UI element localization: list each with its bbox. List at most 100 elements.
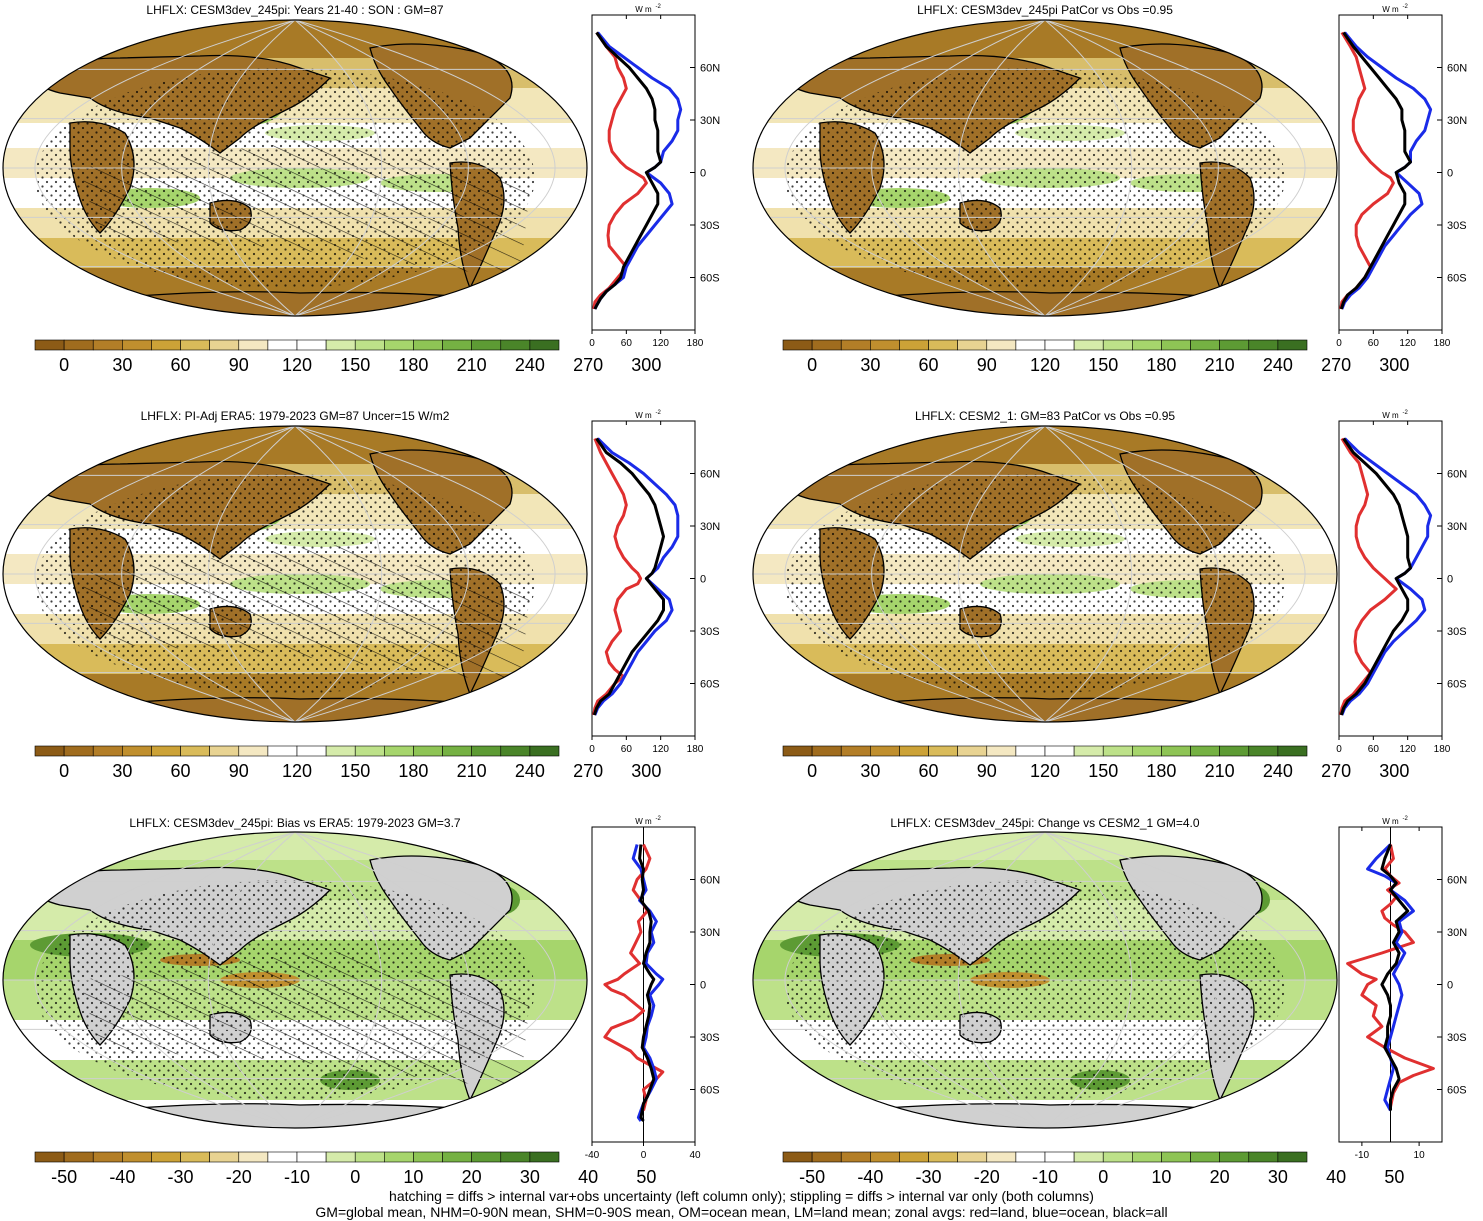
panel-title-4: LHFLX: CESM2_1: GM=83 PatCor vs Obs =0.9… xyxy=(914,409,1176,423)
graticule xyxy=(753,20,1337,316)
zonal-x-label: 0 xyxy=(589,744,595,755)
zonal-plot-4: W m -2 60N 30N 0 30S 60S 0 60 120 180 xyxy=(1336,410,1467,755)
colorbar-swatch xyxy=(34,339,65,351)
footer-note-legend: GM=global mean, NHM=0-90N mean, SHM=0-90… xyxy=(315,1204,1168,1220)
colorbar-swatch xyxy=(1277,1151,1308,1163)
map-border xyxy=(752,19,1338,317)
field-band xyxy=(3,426,587,464)
colorbar-tick-label: 0 xyxy=(59,355,69,375)
zonal-lat-label: 60N xyxy=(700,469,720,481)
colorbar-swatch xyxy=(986,1151,1017,1163)
zonal-unit-exponent: -2 xyxy=(1403,410,1409,416)
colorbar-swatch xyxy=(1219,745,1250,757)
graticule-meridian xyxy=(1044,832,1306,1128)
graticule-meridian xyxy=(1044,20,1132,316)
colorbar-swatch xyxy=(782,1151,813,1163)
zonal-series-ocean xyxy=(1340,437,1433,716)
zonal-x-label: 120 xyxy=(1399,744,1416,755)
colorbar-swatch xyxy=(296,1151,327,1163)
colorbar-swatch xyxy=(180,745,210,757)
colorbar-swatch xyxy=(1277,339,1308,351)
colorbar-tick-label: 120 xyxy=(1030,355,1060,375)
field-band xyxy=(753,426,1337,464)
colorbar-tick-label: 20 xyxy=(462,1167,482,1187)
map-panel-6 xyxy=(752,831,1338,1129)
zonal-series-all xyxy=(593,31,663,310)
continent-outline xyxy=(29,697,561,722)
colorbar-tick-label: 60 xyxy=(919,355,939,375)
map-panel-5 xyxy=(2,831,588,1129)
colorbar-swatch xyxy=(1277,745,1308,757)
colorbar-swatch xyxy=(63,1151,94,1163)
zonal-lat-label: 60N xyxy=(700,875,720,887)
stipple-overlay xyxy=(785,880,1285,1100)
colorbar-swatch xyxy=(782,745,813,757)
zonal-x-label: 180 xyxy=(1434,338,1451,349)
graticule-meridian xyxy=(784,832,1046,1128)
colorbar-tick-label: 40 xyxy=(578,1167,598,1187)
colorbar-swatch xyxy=(34,745,65,757)
colorbar-tick-label: -30 xyxy=(168,1167,194,1187)
colorbar-swatch xyxy=(1248,1151,1279,1163)
colorbar-swatch xyxy=(811,745,842,757)
zonal-plot-3: W m -2 60N 30N 0 30S 60S 0 60 120 180 xyxy=(589,410,720,755)
colorbar-swatch xyxy=(1190,745,1220,757)
colorbar-tick-label: 270 xyxy=(1321,761,1351,781)
zonal-lat-label: 30N xyxy=(700,115,720,127)
zonal-lat-label: 30S xyxy=(700,626,720,638)
field-band xyxy=(753,20,1337,58)
colorbar-swatch xyxy=(840,1151,871,1163)
colorbar-tick-label: 30 xyxy=(112,355,132,375)
colorbar-tick-label: 120 xyxy=(282,355,312,375)
colorbar-swatch xyxy=(1015,1151,1046,1163)
colorbar-swatch xyxy=(1073,339,1104,351)
zonal-lat-label: 60S xyxy=(700,273,720,285)
graticule xyxy=(3,20,587,316)
colorbar-tick-label: 90 xyxy=(977,761,997,781)
colorbar-tick-label: 180 xyxy=(398,355,428,375)
colorbar-swatch xyxy=(180,339,210,351)
zonal-unit-exponent: -2 xyxy=(1403,816,1409,822)
graticule-meridian xyxy=(294,832,556,1128)
hatch-overlay xyxy=(80,138,530,278)
colorbar-swatch xyxy=(1161,339,1191,351)
colorbar-swatch xyxy=(442,1151,472,1163)
panel-title-5: LHFLX: CESM3dev_245pi: Bias vs ERA5: 197… xyxy=(129,816,461,830)
colorbar-swatch xyxy=(1248,745,1279,757)
graticule-meridian xyxy=(294,426,556,722)
colorbar-tick-label: 30 xyxy=(520,1167,540,1187)
map-panel-4 xyxy=(752,425,1338,723)
zonal-unit-exponent: -2 xyxy=(656,410,662,416)
colorbar-swatch xyxy=(1190,339,1220,351)
zonal-x-label: 180 xyxy=(1434,744,1451,755)
panel-title-3: LHFLX: PI-Adj ERA5: 1979-2023 GM=87 Unce… xyxy=(140,409,450,423)
graticule xyxy=(3,426,587,722)
zonal-lat-label: 30S xyxy=(1447,220,1467,232)
colorbar-tick-label: 210 xyxy=(457,761,487,781)
colorbar-swatch xyxy=(957,339,988,351)
colorbar-swatch xyxy=(413,745,443,757)
graticule xyxy=(753,426,1337,722)
colorbar-swatch xyxy=(899,339,929,351)
zonal-lat-label: 0 xyxy=(1447,168,1453,180)
colorbar-swatch xyxy=(122,745,152,757)
panel-title-6: LHFLX: CESM3dev_245pi: Change vs CESM2_1… xyxy=(890,816,1200,830)
colorbar-tick-label: 30 xyxy=(112,761,132,781)
colorbar-tick-label: 180 xyxy=(1146,761,1176,781)
graticule xyxy=(3,832,587,1128)
colorbar-tick-label: 10 xyxy=(1151,1167,1171,1187)
colorbar-swatch xyxy=(1044,339,1075,351)
colorbar-tick-label: -30 xyxy=(916,1167,942,1187)
zonal-x-label: 60 xyxy=(1368,338,1380,349)
colorbar-abs-right-2: 0 30 60 90 120 150 180 210 240 270 300 xyxy=(782,745,1409,781)
zonal-series-all xyxy=(592,437,665,716)
colorbar-swatch xyxy=(384,745,414,757)
zonal-plot-5: W m -2 60N 30N 0 30S 60S -40 0 40 xyxy=(585,816,720,1161)
graticule-meridian xyxy=(294,20,469,316)
colorbar-swatch xyxy=(811,339,842,351)
colorbar-swatch xyxy=(899,1151,929,1163)
hatch-overlay xyxy=(80,950,530,1090)
colorbar-swatch xyxy=(500,339,531,351)
colorbar-tick-label: 210 xyxy=(1205,355,1235,375)
colorbar-swatch xyxy=(840,339,871,351)
